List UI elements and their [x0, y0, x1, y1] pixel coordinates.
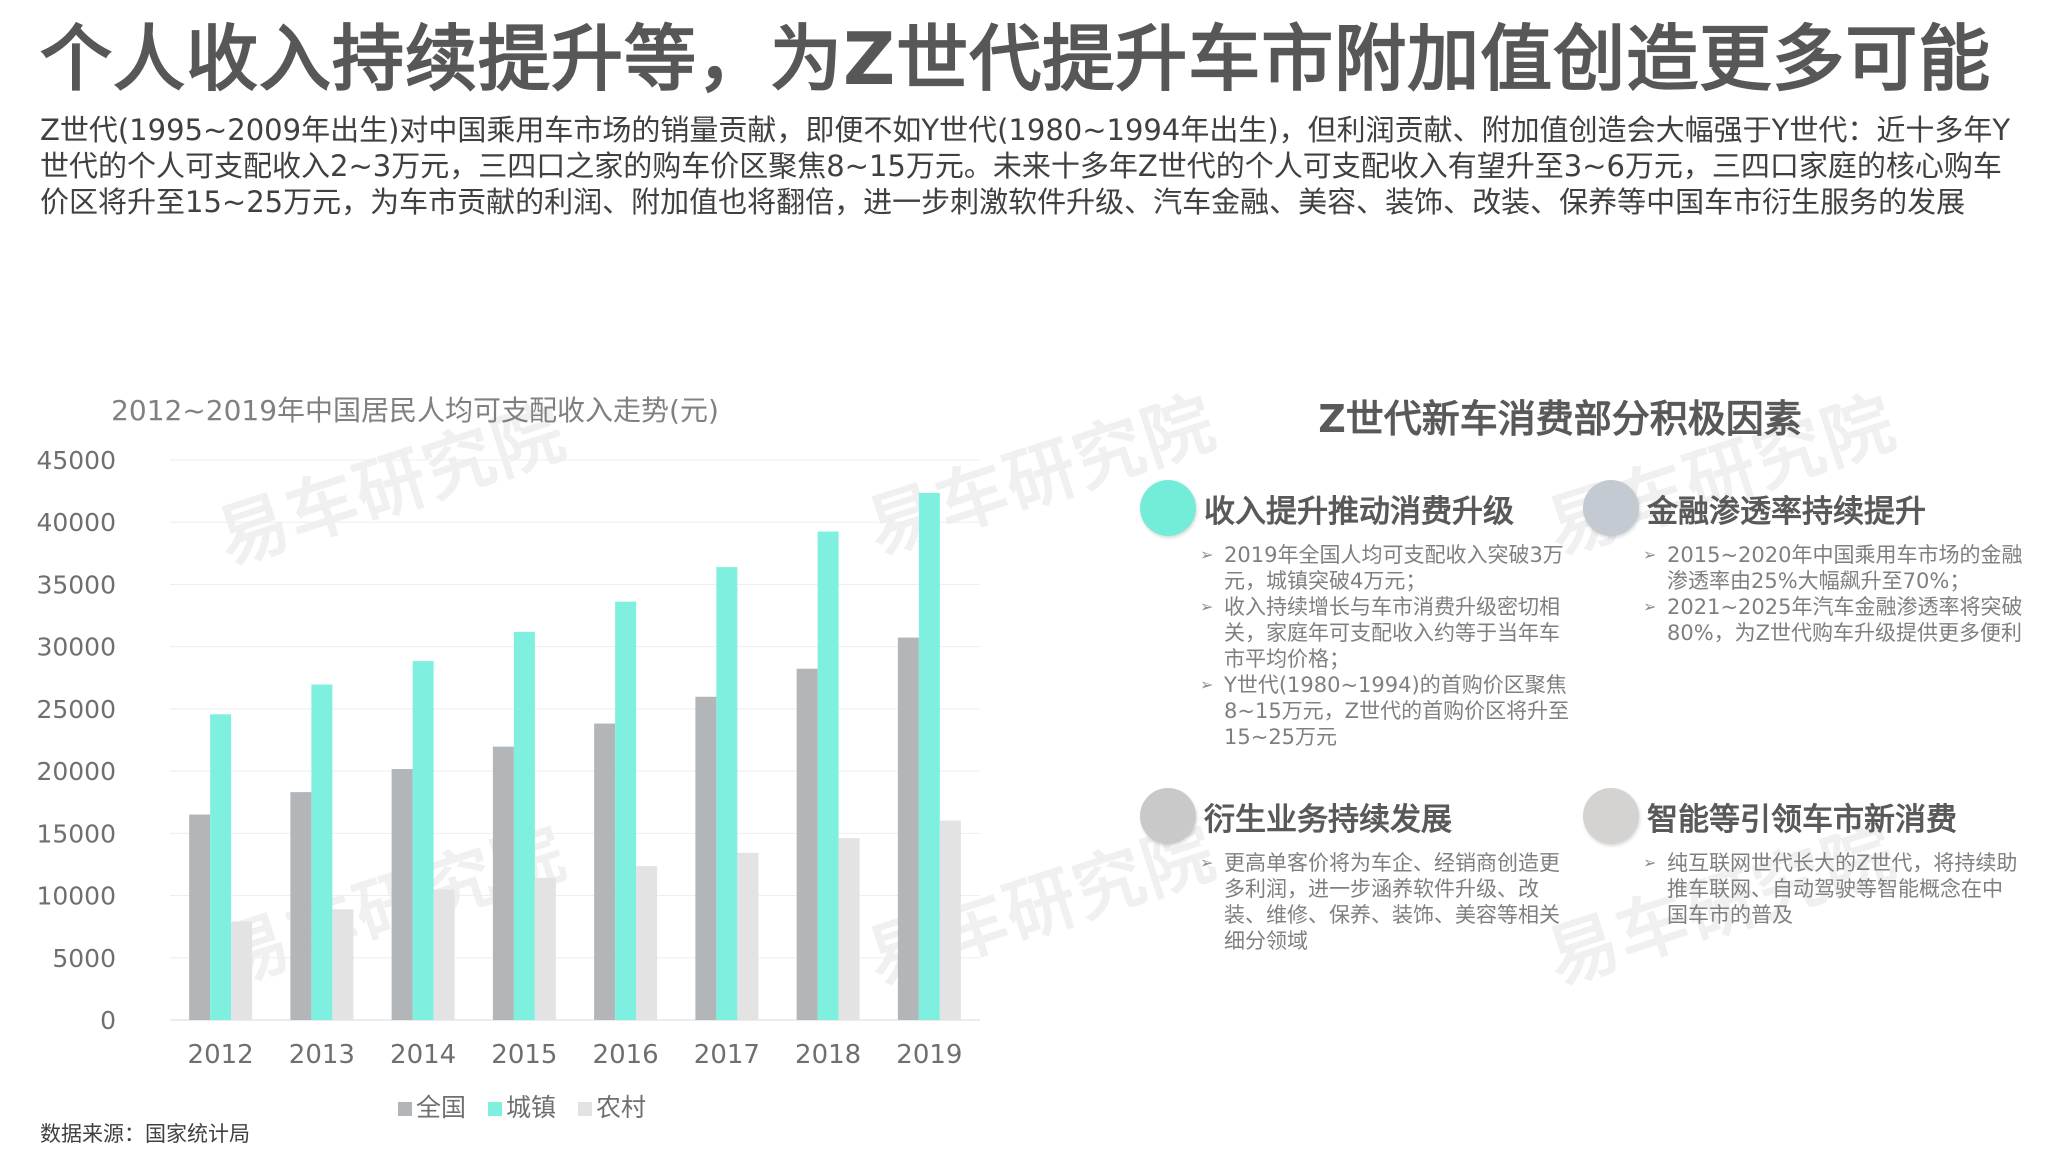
factor-income: 收入提升推动消费升级 2019年全国人均可支配收入突破3万元，城镇突破4万元； …: [1140, 480, 1580, 750]
factor-finance: 金融渗透率持续提升 2015~2020年中国乘用车市场的金融渗透率由25%大幅飙…: [1583, 480, 2023, 646]
y-tick-label: 5000: [52, 944, 116, 973]
bar-农村-2012: [231, 921, 253, 1020]
bar-全国-2015: [492, 746, 514, 1020]
bar-全国-2014: [391, 769, 413, 1020]
data-source: 数据来源：国家统计局: [40, 1122, 250, 1146]
bar-农村-2014: [433, 889, 455, 1020]
bar-农村-2016: [636, 866, 658, 1020]
factor-item: 2021~2025年汽车金融渗透率将突破80%，为Z世代购车升级提供更多便利: [1643, 594, 2023, 646]
income-chart: 2012~2019年中国居民人均可支配收入走势(元) 0 5000 10000 1500…: [36, 394, 980, 1122]
x-tick-label: 2015: [491, 1040, 557, 1070]
circle-icon: [1583, 480, 1639, 536]
bar-农村-2013: [332, 909, 354, 1020]
circle-icon: [1140, 480, 1196, 536]
bar-城镇-2015: [513, 631, 535, 1020]
factor-title: 衍生业务持续发展: [1204, 801, 1452, 838]
y-tick-label: 20000: [36, 757, 116, 786]
bar-全国-2012: [189, 814, 211, 1020]
chart-title: 2012~2019年中国居民人均可支配收入走势(元): [111, 394, 719, 427]
y-tick-label: 0: [100, 1006, 116, 1035]
bar-农村-2015: [534, 877, 556, 1020]
bar-全国-2017: [695, 696, 717, 1020]
bar-全国-2018: [796, 668, 818, 1020]
x-tick-label: 2013: [289, 1040, 355, 1070]
factor-item: 2015~2020年中国乘用车市场的金融渗透率由25%大幅飙升至70%；: [1643, 542, 2023, 594]
page-subtitle: Z世代(1995~2009年出生)对中国乘用车市场的销量贡献，即便不如Y世代(1…: [40, 113, 2011, 219]
factor-derivative: 衍生业务持续发展 更高单客价将为车企、经销商创造更多利润，进一步涵养软件升级、改…: [1140, 788, 1580, 954]
circle-icon: [1583, 788, 1639, 844]
x-tick-label: 2012: [188, 1040, 254, 1070]
x-tick-label: 2016: [593, 1040, 659, 1070]
factor-title: 金融渗透率持续提升: [1647, 493, 1926, 530]
bar-农村-2018: [838, 838, 860, 1020]
x-tick-label: 2014: [390, 1040, 456, 1070]
legend-swatch: [398, 1102, 412, 1116]
panel-title: Z世代新车消费部分积极因素: [1318, 397, 1802, 441]
bar-城镇-2012: [210, 714, 232, 1020]
bar-全国-2016: [594, 723, 616, 1020]
page-title: 个人收入持续提升等，为Z世代提升车市附加值创造更多可能: [40, 17, 1992, 101]
bar-城镇-2013: [311, 684, 333, 1020]
bar-城镇-2016: [615, 601, 637, 1020]
y-tick-label: 45000: [36, 446, 116, 475]
legend-swatch: [488, 1102, 502, 1116]
x-tick-label: 2018: [795, 1040, 861, 1070]
bar-城镇-2014: [412, 661, 434, 1020]
bar-全国-2013: [290, 792, 312, 1020]
bar-农村-2017: [737, 852, 759, 1020]
factor-title: 智能等引领车市新消费: [1647, 801, 1957, 838]
y-tick-label: 30000: [36, 633, 116, 662]
factor-item: 收入持续增长与车市消费升级密切相关，家庭年可支配收入约等于当年车市平均价格；: [1200, 594, 1580, 672]
factor-item: Y世代(1980~1994)的首购价区聚焦8~15万元，Z世代的首购价区将升至1…: [1200, 672, 1580, 750]
bar-城镇-2019: [918, 492, 940, 1020]
x-tick-label: 2019: [896, 1040, 962, 1070]
legend-label: 全国: [416, 1093, 466, 1122]
y-tick-label: 10000: [36, 882, 116, 911]
factor-item: 2019年全国人均可支配收入突破3万元，城镇突破4万元；: [1200, 542, 1580, 594]
bar-城镇-2017: [716, 567, 738, 1020]
factor-title: 收入提升推动消费升级: [1204, 493, 1514, 530]
y-tick-label: 25000: [36, 695, 116, 724]
bar-农村-2019: [939, 820, 961, 1020]
legend-swatch: [578, 1102, 592, 1116]
y-tick-label: 15000: [36, 819, 116, 848]
factor-item: 更高单客价将为车企、经销商创造更多利润，进一步涵养软件升级、改装、维修、保养、装…: [1200, 850, 1580, 954]
legend-label: 城镇: [506, 1093, 556, 1122]
bar-城镇-2018: [817, 531, 839, 1020]
y-tick-label: 40000: [36, 508, 116, 537]
legend-label: 农村: [596, 1093, 646, 1122]
factor-smart: 智能等引领车市新消费 纯互联网世代长大的Z世代，将持续助推车联网、自动驾驶等智能…: [1583, 788, 2023, 928]
circle-icon: [1140, 788, 1196, 844]
x-tick-label: 2017: [694, 1040, 760, 1070]
bar-全国-2019: [897, 637, 919, 1020]
y-tick-label: 35000: [36, 570, 116, 599]
factor-item: 纯互联网世代长大的Z世代，将持续助推车联网、自动驾驶等智能概念在中国车市的普及: [1643, 850, 2023, 928]
